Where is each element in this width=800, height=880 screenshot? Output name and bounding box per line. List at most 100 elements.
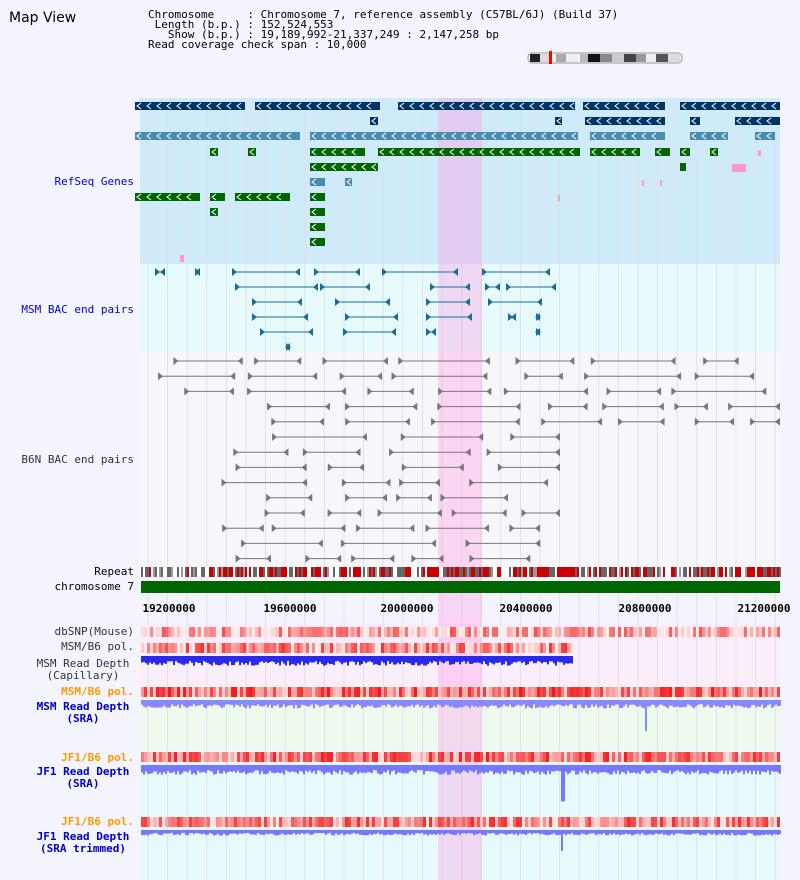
msm-b6-pol-sra-cell	[450, 687, 453, 697]
jf1-b6-pol-trimmed-cell	[573, 817, 576, 827]
msm-read-depth-sra-bar	[493, 700, 495, 706]
jf1-read-depth-trimmed-bar	[517, 830, 519, 836]
repeat-element	[741, 567, 743, 577]
jf1-read-depth-sra-bar	[535, 765, 537, 773]
msm-read-depth-sra-bar	[447, 700, 449, 706]
jf1-read-depth-trimmed-bar	[173, 830, 175, 836]
gene-strand-arrow	[166, 193, 172, 201]
jf1-b6-pol-cell	[522, 752, 525, 762]
track-label-jf1-b6-pol[interactable]: JF1/B6 pol.	[61, 751, 134, 764]
msm-b6-pol-cell	[444, 643, 447, 653]
msm-b6-pol-cell	[225, 643, 228, 653]
b6n-bac-pair-end	[541, 417, 547, 426]
jf1-read-depth-sra-bar	[449, 765, 451, 775]
repeat-element	[227, 567, 229, 577]
msm-read-depth-sra-bar	[779, 700, 781, 706]
dbsnp-cell	[246, 627, 249, 637]
msm-b6-pol-cell	[426, 643, 429, 653]
track-label-msm-bac[interactable]: MSM BAC end pairs	[21, 303, 134, 316]
jf1-b6-pol-trimmed-cell	[156, 817, 159, 827]
msm-b6-pol-sra-cell	[516, 687, 519, 697]
gene-strand-arrow	[381, 132, 387, 140]
gene-strand-arrow	[276, 193, 282, 201]
repeat-element	[417, 567, 419, 577]
msm-b6-pol-sra-cell	[747, 687, 750, 697]
track-label-jf1-read-sra[interactable]: JF1 Read Depth (SRA)	[36, 765, 130, 790]
track-label-jf1-read-trimmed[interactable]: JF1 Read Depth (SRA trimmed)	[36, 830, 130, 855]
repeat-element	[347, 567, 349, 577]
jf1-read-depth-sra-bar	[759, 765, 761, 775]
dbsnp-cell	[303, 627, 306, 637]
jf1-read-depth-sra-bar	[253, 765, 255, 772]
repeat-element	[279, 567, 281, 577]
repeat-element	[487, 567, 489, 577]
msm-b6-pol-sra-cell	[594, 687, 597, 697]
jf1-read-depth-sra-bar	[235, 765, 237, 773]
jf1-b6-pol-cell	[774, 752, 777, 762]
track-label-refseq[interactable]: RefSeq Genes	[54, 175, 134, 188]
gene-strand-arrow	[656, 117, 662, 125]
gene-strand-arrow	[751, 102, 757, 110]
jf1-read-depth-sra-bar	[621, 765, 623, 772]
msm-b6-pol-sra-cell	[546, 687, 549, 697]
repeat-element	[437, 567, 439, 577]
msm-b6-pol-sra-cell	[777, 687, 780, 697]
track-label-msm-read-capillary[interactable]: MSM Read Depth (Capillary)	[36, 657, 130, 682]
jf1-read-depth-trimmed-bar	[271, 830, 273, 834]
jf1-read-depth-sra-bar	[637, 765, 639, 773]
jf1-b6-pol-cell	[444, 752, 447, 762]
jf1-read-depth-sra-bar	[183, 765, 185, 772]
track-label-msm-b6-pol[interactable]: MSM/B6 pol.	[61, 640, 134, 653]
msm-read-depth-capillary-bar	[367, 656, 369, 662]
jf1-read-depth-trimmed-bar	[401, 830, 403, 835]
msm-read-depth-capillary-bar	[219, 656, 221, 666]
track-label-b6n-bac[interactable]: B6N BAC end pairs	[21, 453, 134, 466]
jf1-b6-pol-cell	[462, 752, 465, 762]
msm-read-depth-sra-bar	[687, 700, 689, 705]
jf1-read-depth-sra-bar	[149, 765, 151, 774]
gene-strand-arrow	[311, 163, 317, 171]
jf1-read-depth-sra-bar	[685, 765, 687, 775]
msm-b6-pol-sra-cell	[153, 687, 156, 697]
jf1-b6-pol-cell	[594, 752, 597, 762]
msm-b6-pol-cell	[486, 643, 489, 653]
jf1-b6-pol-trimmed-cell	[456, 817, 459, 827]
dbsnp-cell	[531, 627, 534, 637]
msm-read-depth-sra-bar	[727, 700, 729, 706]
repeat-element	[217, 567, 219, 577]
jf1-b6-pol-cell	[426, 752, 429, 762]
jf1-b6-pol-trimmed-cell	[759, 817, 762, 827]
msm-read-depth-capillary-bar	[239, 656, 241, 666]
track-label-msm-read-sra[interactable]: MSM Read Depth (SRA)	[36, 700, 130, 725]
jf1-read-depth-trimmed-bar	[457, 830, 459, 834]
repeat-element	[777, 567, 779, 577]
msm-read-depth-capillary-bar	[545, 656, 547, 663]
jf1-read-depth-trimmed-bar	[473, 830, 475, 836]
msm-bac-pair-end	[426, 313, 431, 321]
track-label-dbsnp[interactable]: dbSNP(Mouse)	[54, 625, 134, 638]
track-label-jf1-b6-pol-trimmed[interactable]: JF1/B6 pol.	[61, 815, 134, 828]
dbsnp-cell	[660, 627, 663, 637]
jf1-read-depth-sra-bar	[741, 765, 743, 771]
jf1-read-depth-sra-bar	[565, 765, 567, 772]
track-label-msm-b6-pol-sra[interactable]: MSM/B6 pol.	[61, 685, 134, 698]
msm-read-depth-sra-bar	[285, 700, 287, 708]
jf1-read-depth-sra-bar	[221, 765, 223, 774]
msm-b6-pol-cell	[306, 643, 309, 653]
jf1-read-depth-trimmed-bar	[607, 830, 609, 836]
repeat-element	[445, 567, 447, 577]
jf1-read-depth-trimmed-bar	[331, 830, 333, 836]
msm-b6-pol-sra-cell	[306, 687, 309, 697]
jf1-read-depth-trimmed-bar	[459, 830, 461, 835]
msm-read-depth-sra-bar	[769, 700, 771, 705]
jf1-b6-pol-cell	[723, 752, 726, 762]
jf1-read-depth-sra-bar	[173, 765, 175, 772]
jf1-read-depth-sra-bar	[287, 765, 289, 772]
dbsnp-cell	[435, 627, 438, 637]
b6n-bac-pair-end	[486, 387, 492, 396]
msm-read-depth-sra-bar	[527, 700, 529, 707]
msm-read-depth-capillary-bar	[535, 656, 537, 664]
jf1-b6-pol-trimmed-cell	[459, 817, 462, 827]
dbsnp-cell	[771, 627, 774, 637]
